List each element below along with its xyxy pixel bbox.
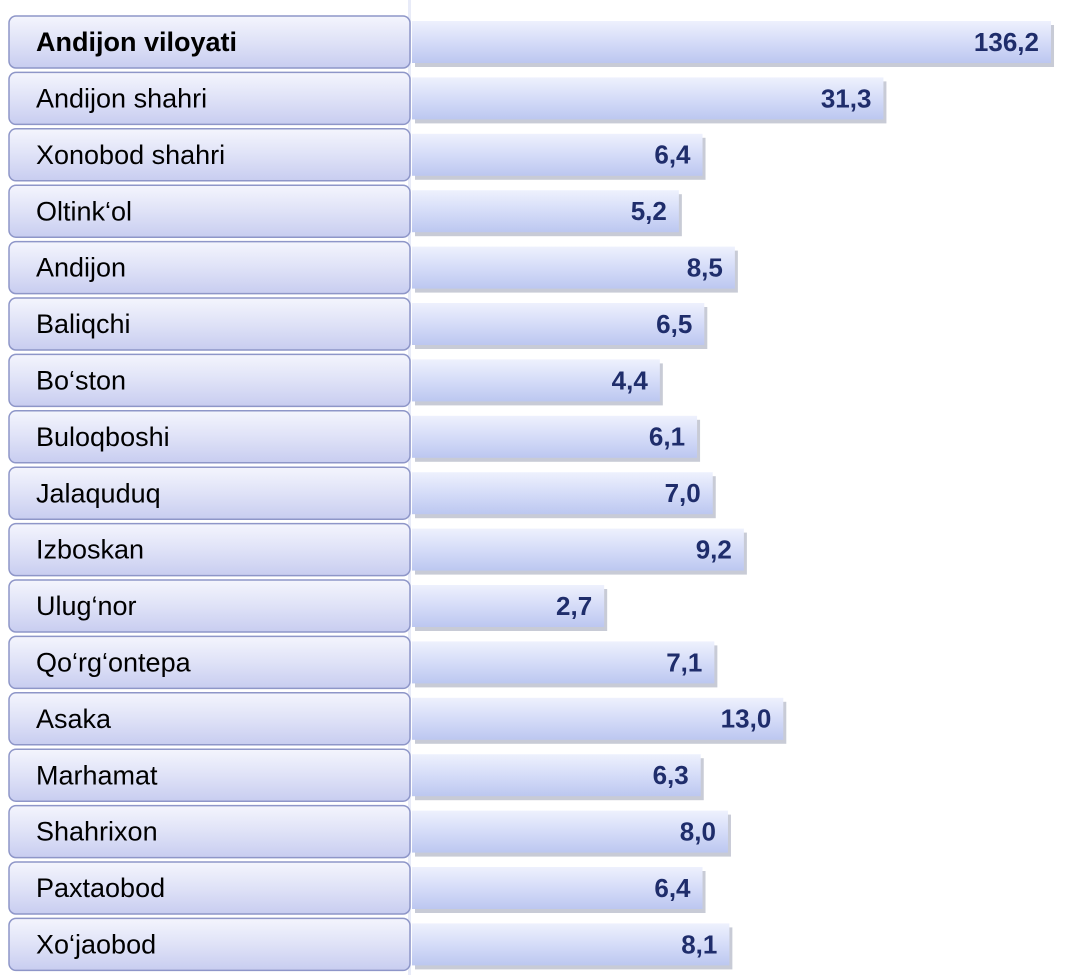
category-label: Oltink‘ol: [36, 196, 132, 226]
value-label: 8,0: [680, 816, 716, 846]
label-box: [8, 15, 411, 69]
label-box: [8, 804, 411, 859]
value-label: 4,4: [612, 365, 649, 395]
value-label: 31,3: [821, 83, 872, 113]
category-label: Andijon shahri: [36, 84, 207, 114]
bar: [412, 472, 713, 515]
bar: [412, 246, 735, 289]
category-label: Xonobod shahri: [36, 140, 225, 170]
category-label: Andijon: [36, 253, 126, 283]
bar: [412, 21, 1052, 63]
bar: [412, 133, 703, 176]
bar: [412, 359, 660, 402]
value-label: 6,4: [654, 140, 691, 170]
value-label: 8,1: [681, 929, 717, 959]
label-box: [8, 240, 411, 295]
bar: [412, 810, 728, 853]
label-box: [8, 297, 411, 351]
category-label: Xo‘jaobod: [36, 930, 156, 960]
bar: [412, 867, 703, 909]
label-box: [8, 692, 411, 746]
bar: [412, 585, 605, 627]
value-label: 13,0: [721, 704, 772, 734]
label-box: [8, 635, 411, 690]
category-label: Bo‘ston: [36, 366, 126, 396]
value-label: 136,2: [974, 27, 1039, 57]
label-box: [8, 579, 411, 633]
category-label: Asaka: [36, 704, 112, 734]
value-label: 7,0: [665, 478, 701, 508]
bar: [412, 697, 784, 740]
value-label: 6,4: [654, 873, 691, 903]
value-label: 5,2: [631, 196, 667, 226]
value-label: 6,3: [653, 760, 689, 790]
value-label: 6,5: [656, 309, 692, 339]
value-label: 8,5: [687, 252, 723, 282]
category-label: Baliqchi: [36, 309, 131, 339]
bar: [412, 641, 715, 684]
category-label: Andijon viloyati: [36, 27, 237, 57]
bar: [412, 754, 701, 797]
label-box: [8, 522, 411, 577]
category-label: Buloqboshi: [36, 422, 170, 452]
value-label: 9,2: [696, 534, 732, 564]
bar: [412, 77, 884, 120]
bar: [412, 923, 730, 966]
bar: [412, 415, 698, 458]
value-label: 7,1: [666, 647, 702, 677]
label-box: [8, 917, 411, 972]
label-box: [8, 71, 411, 126]
value-label: 2,7: [556, 591, 592, 621]
category-label: Shahrixon: [36, 817, 158, 847]
category-label: Izboskan: [36, 535, 144, 565]
category-label: Ulug‘nor: [36, 591, 137, 621]
label-box: [8, 353, 411, 408]
label-box: [8, 128, 411, 182]
category-label: Jalaquduq: [36, 478, 161, 508]
label-box: [8, 184, 411, 238]
value-label: 6,1: [649, 422, 685, 452]
category-label: Marhamat: [36, 760, 158, 790]
bar: [412, 528, 744, 571]
label-box: [8, 861, 411, 915]
category-label: Paxtaobod: [36, 873, 165, 903]
category-label: Qo‘rg‘ontepa: [36, 648, 192, 678]
label-box: [8, 466, 411, 520]
label-box: [8, 748, 411, 802]
bar: [412, 190, 679, 233]
bar: [412, 303, 705, 345]
label-box: [8, 410, 411, 464]
